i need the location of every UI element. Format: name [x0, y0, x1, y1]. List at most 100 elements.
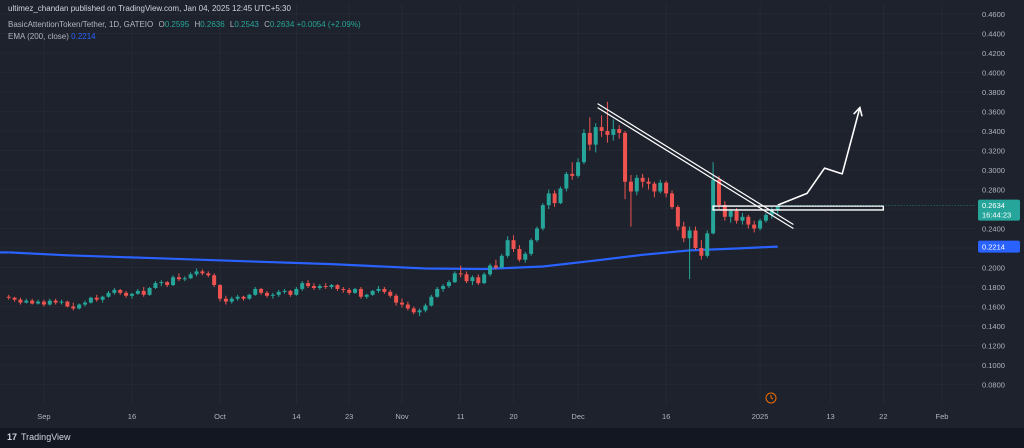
- candle-body: [12, 297, 17, 300]
- candle-body: [353, 288, 358, 293]
- annotations-group: [597, 103, 885, 230]
- candle: [218, 284, 223, 302]
- candle-body: [358, 288, 363, 297]
- candle-body: [482, 274, 487, 284]
- candle-body: [687, 230, 692, 239]
- candle: [681, 221, 686, 243]
- candle-body: [617, 129, 622, 133]
- candle: [341, 287, 346, 293]
- candle-body: [88, 297, 93, 303]
- candle: [270, 292, 275, 299]
- time-axis[interactable]: Sep 16 Oct 14 23 Nov 11 20 Dec 16 2025 13 22 Feb: [37, 412, 948, 421]
- candle-body: [441, 286, 446, 289]
- candle-body: [370, 290, 375, 295]
- candle-body: [382, 288, 387, 292]
- candle-body: [94, 297, 99, 300]
- price-axis[interactable]: 0.4600 0.4400 0.4200 0.4000 0.3800 0.3600 0.34…: [982, 10, 1005, 390]
- candle: [558, 186, 563, 205]
- resistance-box[interactable]: [712, 205, 885, 211]
- candle-body: [699, 248, 704, 256]
- candle-body: [112, 289, 117, 293]
- candle-body: [247, 294, 252, 299]
- x-tick-label: Nov: [395, 412, 409, 421]
- candle: [124, 290, 129, 298]
- candle: [564, 171, 569, 192]
- price-label-value: 0.2634: [982, 201, 1005, 210]
- candle-body: [505, 240, 510, 256]
- trendline-lower[interactable]: [597, 107, 794, 230]
- candle-body: [705, 233, 710, 256]
- candle-body: [488, 265, 493, 275]
- timezone-clock-icon[interactable]: [765, 392, 777, 404]
- candle-body: [394, 295, 399, 303]
- candle: [376, 286, 381, 293]
- ema-legend-label: EMA (200, close): [8, 32, 69, 41]
- candle-body: [763, 214, 768, 221]
- x-tick-label: 11: [457, 412, 465, 421]
- candle: [83, 300, 88, 307]
- candle: [441, 284, 446, 292]
- candle: [599, 115, 604, 137]
- candle: [493, 259, 498, 270]
- candle: [159, 280, 164, 287]
- candle-body: [758, 220, 763, 229]
- candle: [405, 301, 410, 311]
- candle: [264, 290, 269, 298]
- candle-body: [446, 282, 451, 287]
- tradingview-icon: 17: [7, 432, 18, 442]
- candle-body: [288, 290, 293, 295]
- candle: [628, 174, 633, 227]
- candle: [752, 220, 757, 233]
- symbol-name: BasicAttentionToken/Tether, 1D, GATEIO: [8, 20, 154, 29]
- candle-body: [65, 301, 70, 307]
- candle: [435, 287, 440, 298]
- candle-body: [30, 300, 35, 304]
- candle: [593, 123, 598, 153]
- candlestick-chart[interactable]: 0.4600 0.4400 0.4200 0.4000 0.3800 0.3600 0.34…: [0, 0, 1024, 428]
- candle: [705, 230, 710, 258]
- candle: [652, 181, 657, 198]
- candle: [206, 271, 211, 278]
- candle-body: [540, 205, 545, 229]
- candle: [223, 295, 228, 305]
- candle: [171, 275, 176, 287]
- candle: [399, 298, 404, 308]
- candle-body: [693, 230, 698, 248]
- y-tick-label: 0.1200: [982, 342, 1005, 351]
- footer-bar: 17 TradingView: [0, 428, 1024, 448]
- candle-body: [458, 273, 463, 275]
- candle-body: [535, 228, 539, 241]
- candle: [699, 240, 704, 260]
- y-tick-label: 0.4000: [982, 69, 1005, 78]
- candle: [71, 302, 76, 311]
- candle-body: [6, 296, 11, 298]
- projection-arrow[interactable]: [777, 107, 861, 206]
- candle-body: [464, 274, 469, 282]
- candle: [153, 281, 158, 289]
- y-tick-label: 0.4600: [982, 10, 1005, 19]
- y-tick-label: 0.1000: [982, 361, 1005, 370]
- high-label: H: [194, 20, 201, 29]
- candle: [276, 289, 281, 297]
- candle: [53, 298, 58, 305]
- candle: [141, 287, 146, 297]
- candle: [94, 294, 99, 302]
- trendline-upper[interactable]: [597, 103, 794, 226]
- candle-body: [212, 275, 217, 286]
- tradingview-logo[interactable]: 17 TradingView: [7, 432, 71, 442]
- x-tick-label: 16: [662, 412, 670, 421]
- candle: [212, 273, 217, 287]
- candle-body: [159, 282, 164, 284]
- candle-body: [83, 302, 88, 305]
- close-label: C: [264, 20, 270, 29]
- candle: [529, 238, 534, 256]
- x-tick-label: 16: [128, 412, 136, 421]
- candle: [505, 236, 510, 258]
- candle: [576, 158, 581, 178]
- candle: [135, 288, 140, 295]
- y-tick-label: 0.2000: [982, 264, 1005, 273]
- candle-body: [347, 289, 352, 293]
- candle-body: [517, 248, 522, 260]
- candle: [675, 205, 680, 231]
- candle: [370, 289, 375, 296]
